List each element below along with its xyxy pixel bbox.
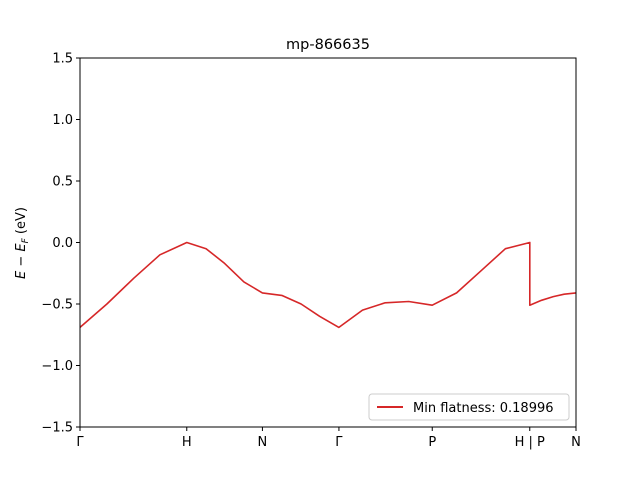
y-tick-label: 1.5 bbox=[52, 52, 73, 67]
legend-label: Min flatness: 0.18996 bbox=[413, 401, 554, 416]
y-tick-label: 0.0 bbox=[52, 236, 73, 251]
x-tick-label: Γ bbox=[335, 435, 343, 450]
chart-title: mp-866635 bbox=[286, 37, 370, 53]
x-tick-label: P bbox=[428, 435, 436, 450]
y-tick-label: 1.0 bbox=[52, 113, 73, 128]
y-axis-ticks: −1.5 −1.0 −0.5 0.0 0.5 1.0 1.5 bbox=[41, 52, 80, 436]
x-tick-label: Γ bbox=[76, 435, 84, 450]
legend-box bbox=[368, 393, 570, 421]
y-axis-label-main: E − E bbox=[14, 243, 29, 279]
band-line bbox=[79, 241, 577, 329]
x-tick-label: N bbox=[571, 435, 581, 450]
y-tick-label: −1.0 bbox=[41, 359, 73, 374]
y-axis-label: E − EF (eV) bbox=[14, 207, 31, 279]
x-axis-ticks: Γ H N Γ P H | P N bbox=[76, 427, 581, 450]
y-tick-label: −1.5 bbox=[41, 421, 73, 436]
x-tick-label: N bbox=[258, 435, 268, 450]
y-axis-label-subscript: F bbox=[21, 237, 31, 243]
y-axis-label-unit: (eV) bbox=[14, 207, 29, 238]
series-layer bbox=[79, 241, 577, 329]
y-tick-label: 0.5 bbox=[52, 175, 73, 190]
plot-frame bbox=[79, 57, 577, 428]
x-tick-label: H | P bbox=[515, 435, 545, 450]
x-tick-label: H bbox=[182, 435, 192, 450]
y-tick-label: −0.5 bbox=[41, 298, 73, 313]
legend: Min flatness: 0.18996 bbox=[368, 393, 570, 421]
